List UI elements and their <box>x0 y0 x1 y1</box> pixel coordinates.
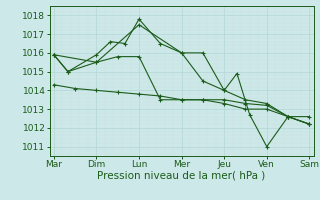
X-axis label: Pression niveau de la mer( hPa ): Pression niveau de la mer( hPa ) <box>98 171 266 181</box>
